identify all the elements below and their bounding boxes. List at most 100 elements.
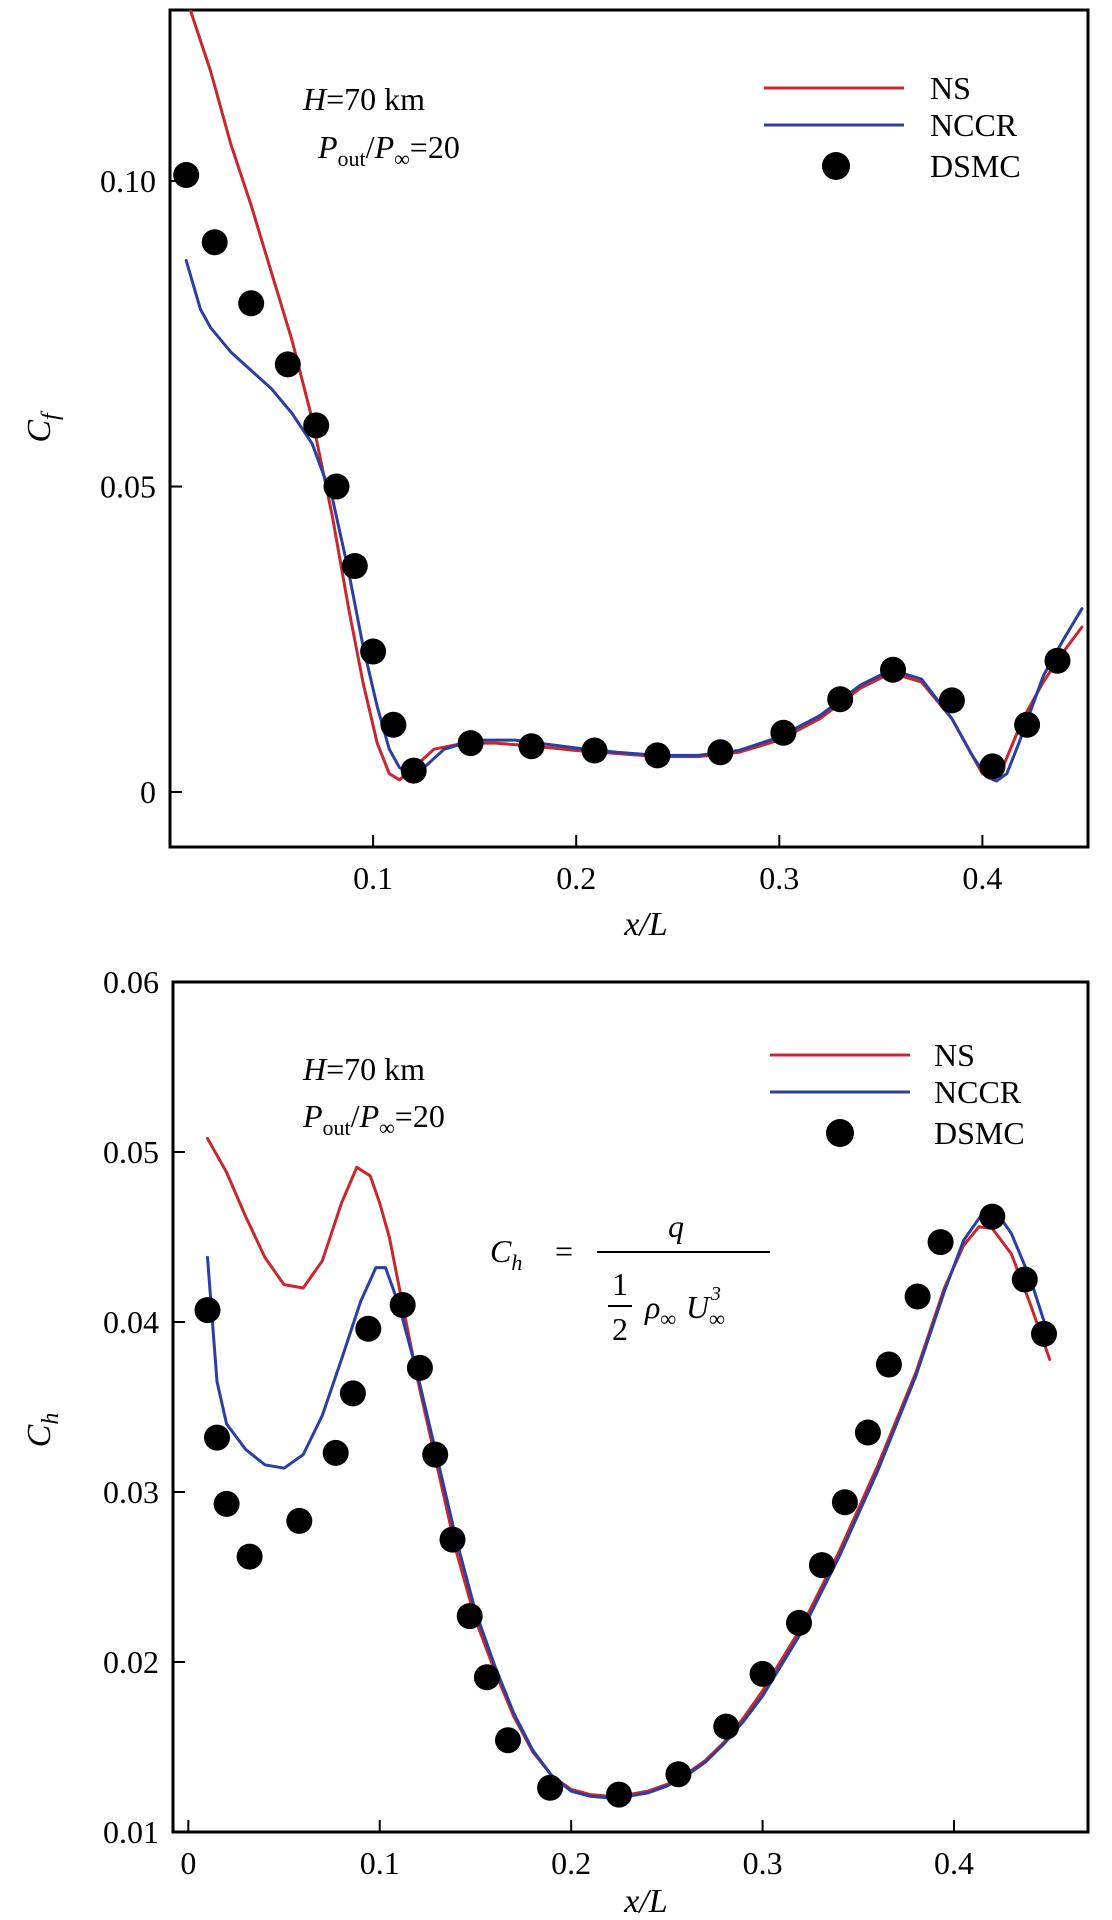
- data-point-dsmc: [355, 1315, 382, 1342]
- data-point-dsmc: [713, 1713, 740, 1740]
- altitude-annotation: H=70 km: [302, 81, 425, 117]
- p-inf-sub: ∞: [379, 1115, 395, 1140]
- data-point-dsmc: [786, 1609, 812, 1636]
- formula-half-num: 1: [612, 1266, 628, 1302]
- cf-chart: 0.1 0.2 0.3 0.4 0 0.05 0.10 Cf x/L H=70 km Pou…: [21, 8, 1090, 943]
- ratio-value: =20: [410, 129, 460, 165]
- formula-lhs-main: C: [490, 1233, 512, 1269]
- formula-lhs: Ch: [490, 1233, 522, 1275]
- x-tick-label: 0.1: [353, 860, 393, 896]
- legend-dsmc-label: DSMC: [930, 148, 1021, 184]
- data-point-dsmc: [439, 1526, 466, 1553]
- x-tick-label: 0.3: [759, 860, 799, 896]
- data-point-dsmc: [904, 1283, 931, 1310]
- p-out-symbol: P: [302, 1098, 323, 1134]
- data-point-dsmc: [495, 1727, 521, 1754]
- ticks-layer: 0.1 0.2 0.3 0.4 0 0.05 0.10: [100, 163, 1002, 896]
- x-axis-label: x/L: [623, 1883, 667, 1920]
- data-point-dsmc: [537, 1774, 564, 1801]
- data-point-dsmc: [938, 687, 965, 714]
- ticks-layer: 0 0.1 0.2 0.3 0.4 0.01 0.02 0.03 0.04 0.05 0.06: [103, 964, 974, 1881]
- data-point-dsmc: [1044, 647, 1071, 674]
- data-point-dsmc: [1031, 1320, 1057, 1347]
- p-inf-symbol: P: [374, 129, 395, 165]
- p-inf-sub: ∞: [394, 146, 410, 171]
- data-point-dsmc: [406, 1354, 433, 1381]
- x-tick-label: 0.4: [934, 1845, 974, 1881]
- formula-denominator: ρ∞ U∞3: [644, 1283, 725, 1331]
- data-point-dsmc: [213, 1490, 240, 1517]
- data-point-dsmc: [979, 1203, 1006, 1230]
- altitude-value: =70 km: [326, 1051, 425, 1087]
- data-point-dsmc: [880, 656, 906, 683]
- pressure-ratio-annotation: Pout/P∞=20: [317, 129, 460, 171]
- y-tick-label: 0.04: [103, 1304, 159, 1340]
- data-point-dsmc: [644, 742, 671, 769]
- ratio-value: =20: [395, 1098, 445, 1134]
- legend-dsmc-marker: [826, 1119, 854, 1147]
- data-point-dsmc: [389, 1292, 416, 1318]
- y-axis-label-main: C: [21, 420, 58, 443]
- p-out-sub: out: [338, 146, 366, 171]
- y-tick-label: 0.03: [103, 1474, 159, 1510]
- y-tick-label: 0.02: [103, 1644, 159, 1680]
- formula-rho: ρ: [644, 1289, 660, 1325]
- data-point-dsmc: [236, 1543, 263, 1570]
- data-point-dsmc: [518, 733, 545, 760]
- formula-lhs-sub: h: [511, 1250, 522, 1275]
- legend-dsmc-marker: [822, 152, 850, 180]
- plot-frame: [168, 8, 1090, 849]
- data-point-dsmc: [854, 1419, 881, 1446]
- heat-flux-formula: Ch = q 1 2 ρ∞ U∞3: [490, 1208, 770, 1347]
- data-point-dsmc: [380, 711, 407, 738]
- data-point-dsmc: [457, 730, 484, 757]
- p-out-sub: out: [323, 1115, 351, 1140]
- data-point-dsmc: [1014, 711, 1041, 738]
- formula-u-sub: ∞: [709, 1306, 725, 1331]
- data-point-dsmc: [286, 1507, 313, 1534]
- data-point-dsmc: [456, 1603, 483, 1630]
- altitude-value: =70 km: [326, 81, 425, 117]
- formula-u-sup: 3: [710, 1283, 721, 1305]
- p-inf-symbol: P: [359, 1098, 380, 1134]
- y-axis-label: Ch: [21, 1413, 64, 1448]
- y-tick-label: 0.06: [103, 964, 159, 1000]
- formula-equals: =: [555, 1233, 573, 1269]
- data-point-dsmc: [360, 638, 387, 665]
- series-layer: [194, 1136, 1057, 1808]
- formula-rho-sub: ∞: [660, 1306, 676, 1331]
- series-layer: [173, 10, 1084, 784]
- series-line-ns: [206, 1136, 1052, 1798]
- y-axis-label: Cf: [21, 410, 64, 443]
- data-point-dsmc: [665, 1761, 692, 1788]
- y-axis-label-sub: f: [38, 410, 64, 420]
- formula-numerator: q: [668, 1208, 684, 1244]
- x-tick-label: 0.4: [962, 860, 1002, 896]
- ch-chart: 0 0.1 0.2 0.3 0.4 0.01 0.02 0.03 0.04 0.05 0.06 Ch…: [21, 964, 1090, 1920]
- data-point-dsmc: [274, 351, 301, 378]
- data-point-dsmc: [770, 719, 797, 746]
- data-point-dsmc: [422, 1441, 449, 1468]
- x-tick-label: 0.3: [743, 1845, 783, 1881]
- altitude-annotation: H=70 km: [302, 1051, 425, 1087]
- series-line-nccr: [206, 1210, 1052, 1800]
- y-tick-label: 0.01: [103, 1814, 159, 1850]
- data-point-dsmc: [808, 1552, 835, 1579]
- legend-nccr-label: NCCR: [934, 1074, 1022, 1110]
- data-point-dsmc: [194, 1297, 221, 1324]
- pressure-ratio-annotation: Pout/P∞=20: [302, 1098, 445, 1140]
- legend-ns-label: NS: [930, 70, 971, 106]
- data-point-dsmc: [473, 1664, 500, 1691]
- data-point-dsmc: [238, 290, 265, 317]
- legend-dsmc-label: DSMC: [934, 1115, 1025, 1151]
- y-tick-label: 0.10: [100, 163, 156, 199]
- altitude-symbol: H: [302, 81, 328, 117]
- legend-nccr-label: NCCR: [930, 107, 1018, 143]
- legend: NS NCCR DSMC: [770, 1037, 1025, 1151]
- data-point-dsmc: [979, 753, 1006, 780]
- data-point-dsmc: [581, 737, 608, 764]
- legend: NS NCCR DSMC: [764, 70, 1021, 184]
- data-point-dsmc: [749, 1660, 776, 1687]
- data-point-dsmc: [1011, 1266, 1038, 1293]
